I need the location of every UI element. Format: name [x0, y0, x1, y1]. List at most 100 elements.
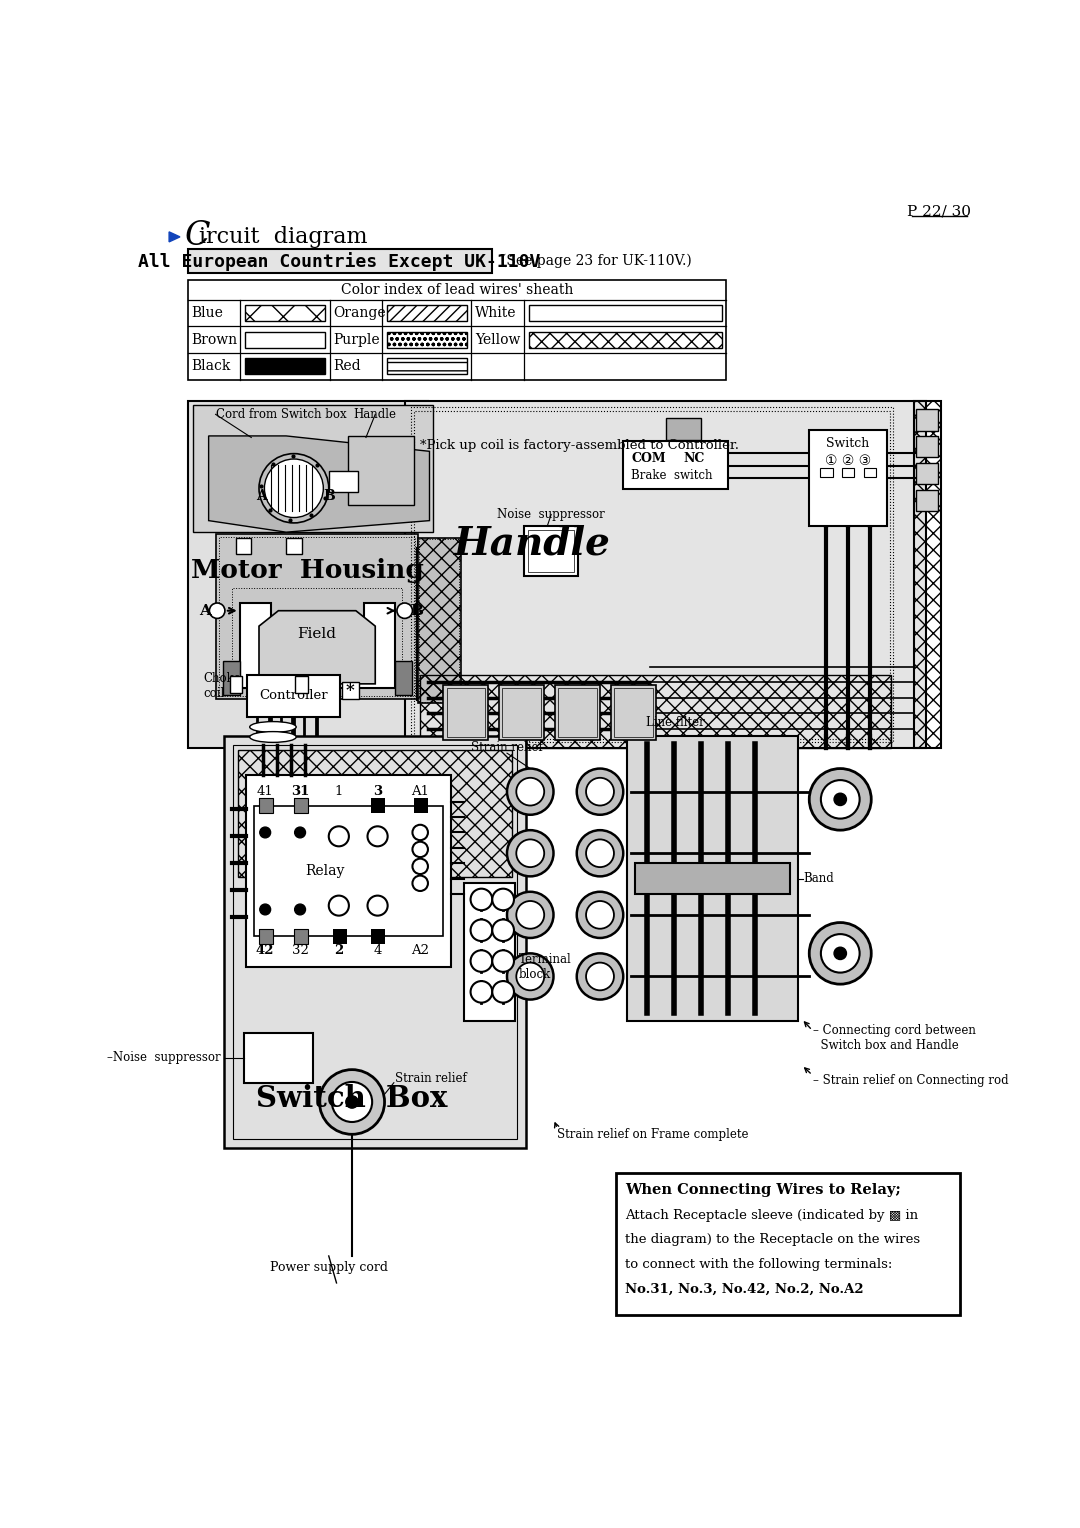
Text: Band: Band	[804, 872, 835, 885]
Bar	[243, 1033, 313, 1083]
Bar	[418, 538, 460, 703]
Bar	[916, 490, 937, 512]
Text: A1: A1	[411, 785, 429, 798]
Text: Switch  Box: Switch Box	[256, 1083, 448, 1112]
Text: Blue: Blue	[191, 306, 224, 319]
Text: Brown: Brown	[191, 333, 238, 347]
Bar	[405, 402, 926, 747]
Bar	[238, 750, 512, 877]
Text: – Strain relief on Connecting rod: – Strain relief on Connecting rod	[813, 1074, 1009, 1086]
Circle shape	[413, 842, 428, 857]
Circle shape	[295, 905, 306, 915]
Polygon shape	[259, 611, 375, 685]
Circle shape	[320, 1070, 384, 1134]
Bar	[841, 468, 854, 477]
Text: Strain relief: Strain relief	[394, 1073, 467, 1085]
Circle shape	[397, 604, 413, 619]
Bar	[235, 538, 252, 555]
Text: B: B	[409, 604, 423, 617]
Circle shape	[586, 839, 613, 866]
Bar	[502, 688, 541, 736]
Circle shape	[516, 963, 544, 990]
Bar	[247, 675, 340, 717]
Text: ① ② ③: ① ② ③	[825, 454, 872, 468]
Circle shape	[492, 889, 514, 911]
Text: 31: 31	[291, 785, 309, 798]
Circle shape	[260, 827, 271, 837]
Circle shape	[586, 963, 613, 990]
Circle shape	[516, 902, 544, 929]
Polygon shape	[208, 435, 430, 532]
Bar	[529, 332, 721, 348]
Bar	[188, 402, 428, 747]
Bar	[820, 468, 833, 477]
Polygon shape	[240, 604, 394, 688]
Bar	[499, 685, 544, 740]
Bar	[916, 410, 937, 431]
Text: Handle: Handle	[353, 408, 396, 420]
Bar	[233, 746, 517, 1138]
Circle shape	[577, 830, 623, 877]
Text: Line filter: Line filter	[647, 715, 705, 729]
Bar	[394, 660, 411, 695]
Circle shape	[821, 934, 860, 973]
Bar	[613, 688, 652, 736]
Bar	[188, 280, 727, 380]
Bar	[216, 533, 418, 700]
Bar	[611, 685, 656, 740]
Text: *Pick up coil is factory-assembled to Controller.: *Pick up coil is factory-assembled to Co…	[420, 439, 739, 452]
Text: 4: 4	[374, 944, 381, 957]
Bar	[414, 411, 890, 738]
Bar	[188, 249, 491, 274]
Text: Color index of lead wires' sheath: Color index of lead wires' sheath	[341, 283, 573, 296]
Bar	[524, 526, 578, 576]
Bar	[627, 736, 798, 1021]
Text: NC: NC	[684, 452, 705, 465]
Circle shape	[210, 604, 225, 619]
Bar	[259, 798, 273, 813]
Circle shape	[332, 1082, 373, 1122]
Bar	[259, 929, 273, 944]
Bar	[254, 805, 444, 937]
Circle shape	[507, 892, 554, 938]
Circle shape	[507, 830, 554, 877]
Bar	[245, 306, 325, 321]
Circle shape	[516, 778, 544, 805]
Bar	[809, 429, 887, 526]
Bar	[914, 402, 941, 747]
Text: A: A	[256, 489, 267, 503]
Bar	[294, 798, 308, 813]
Circle shape	[413, 859, 428, 874]
Text: Choke
coil: Choke coil	[203, 672, 241, 700]
Circle shape	[577, 892, 623, 938]
Text: COM: COM	[631, 452, 665, 465]
Circle shape	[471, 950, 492, 972]
Circle shape	[413, 876, 428, 891]
Circle shape	[834, 793, 847, 805]
Text: Purple: Purple	[334, 333, 380, 347]
Bar	[294, 929, 308, 944]
Text: When Connecting Wires to Relay;: When Connecting Wires to Relay;	[625, 1183, 901, 1196]
Polygon shape	[170, 232, 180, 241]
Text: *: *	[346, 683, 355, 700]
Text: C: C	[185, 220, 211, 252]
Bar	[419, 539, 459, 701]
Bar	[246, 775, 451, 967]
Circle shape	[259, 454, 328, 523]
Bar	[296, 677, 308, 694]
Circle shape	[367, 827, 388, 847]
Bar	[387, 306, 467, 321]
Bar	[864, 468, 876, 477]
Bar	[245, 332, 325, 348]
Bar	[387, 359, 467, 374]
Bar	[294, 929, 308, 944]
Text: B: B	[323, 489, 335, 503]
Circle shape	[413, 825, 428, 840]
Circle shape	[507, 769, 554, 814]
Bar	[623, 442, 728, 489]
Bar	[464, 883, 515, 1021]
Bar	[916, 435, 937, 457]
Polygon shape	[348, 435, 414, 506]
Bar	[414, 798, 428, 813]
Bar	[558, 688, 597, 736]
